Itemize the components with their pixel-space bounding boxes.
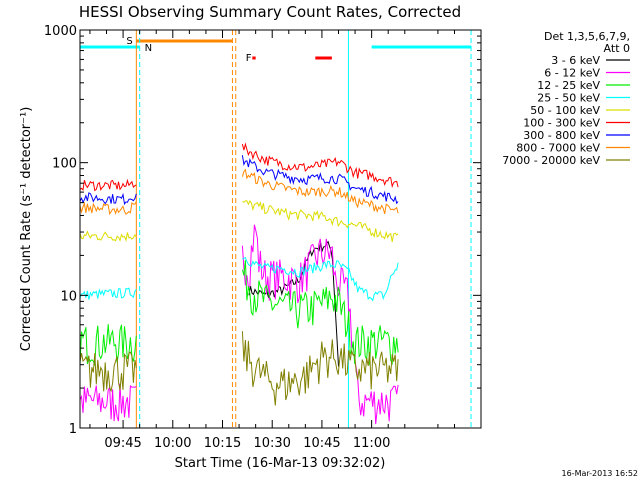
series-line [79, 178, 137, 192]
y-axis-label: Corrected Count Rate (s⁻¹ detector⁻¹) [19, 107, 34, 352]
x-tick-label: 10:00 [154, 436, 191, 451]
legend-entry-label: 50 - 100 keV [530, 104, 600, 117]
series-line [241, 155, 399, 205]
series-line [79, 383, 137, 422]
x-tick-label: 10:15 [204, 436, 241, 451]
plot-area: S N F [79, 30, 472, 428]
footer-timestamp: 16-Mar-2013 16:52 [562, 469, 639, 478]
series-line [241, 260, 399, 366]
legend-entry-label: 3 - 6 keV [551, 54, 600, 67]
series-line [241, 224, 399, 425]
legend-entry-label: 12 - 25 keV [537, 79, 600, 92]
series-line [79, 230, 137, 243]
series-line [241, 168, 399, 215]
x-tick-label: 10:45 [303, 436, 340, 451]
series-line [242, 199, 399, 242]
legend-entry-label: 25 - 50 keV [537, 92, 600, 105]
series-line [79, 192, 137, 206]
y-tick-label: 10 [60, 289, 77, 304]
plot-frame [79, 29, 482, 429]
legend-entry-label: 7000 - 20000 keV [502, 154, 600, 167]
axes: 1 10 100 1000 09:45 10:00 10:15 10:30 10:45 11:00 [44, 24, 481, 451]
flare-label: F [246, 53, 252, 64]
series-line [241, 142, 399, 189]
x-tick-label: 10:30 [253, 436, 290, 451]
y-tick-label: 1 [69, 422, 77, 437]
legend-entry-label: 6 - 12 keV [544, 67, 600, 80]
y-tick-label: 1000 [44, 24, 77, 39]
legend-header-detectors: Det 1,3,5,6,7,9, [544, 30, 630, 43]
series-line [79, 201, 137, 216]
y-tick-label: 100 [52, 157, 77, 172]
night-label: N [145, 43, 152, 54]
legend-entry-label: 100 - 300 keV [523, 117, 600, 130]
legend-entry-label: 300 - 800 keV [523, 129, 600, 142]
series-line [79, 287, 137, 300]
series-line [241, 331, 399, 406]
legend-entry-label: 800 - 7000 keV [516, 142, 600, 155]
saa-label: S [126, 36, 132, 47]
series-line [242, 257, 399, 302]
x-tick-label: 11:00 [353, 436, 390, 451]
x-tick-label: 09:45 [104, 436, 141, 451]
chart-title: HESSI Observing Summary Count Rates, Cor… [79, 3, 461, 21]
series-line [79, 351, 137, 393]
legend-header-attenuator: Att 0 [604, 42, 630, 55]
x-axis-label: Start Time (16-Mar-13 09:32:02) [175, 456, 386, 471]
